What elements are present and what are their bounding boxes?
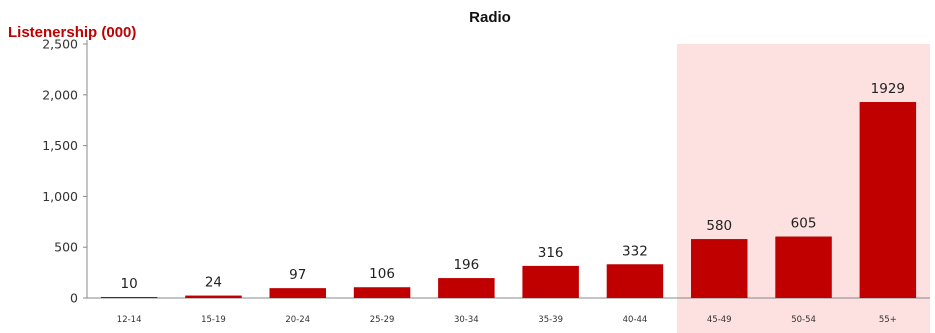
y-tick-label: 1,000 xyxy=(42,189,78,204)
chart-title: Radio xyxy=(469,9,511,26)
x-tick-label: 15-19 xyxy=(201,315,226,325)
bar-layer xyxy=(100,102,917,298)
x-tick-label: 35-39 xyxy=(538,315,563,325)
data-label: 106 xyxy=(369,266,395,282)
bar-35-39 xyxy=(522,265,579,298)
data-label: 24 xyxy=(205,275,222,291)
bar-50-54 xyxy=(775,236,832,298)
y-tick-label: 0 xyxy=(70,291,78,306)
bar-40-44 xyxy=(606,264,664,298)
data-label: 580 xyxy=(706,218,732,234)
data-label: 605 xyxy=(791,216,817,232)
x-tick-label: 40-44 xyxy=(623,315,648,325)
x-tick-label: 50-54 xyxy=(791,315,816,325)
data-label: 97 xyxy=(289,267,306,283)
bar-12-14 xyxy=(100,296,158,298)
y-tick-label: 2,000 xyxy=(42,87,78,102)
bar-20-24 xyxy=(269,288,326,298)
x-tick-label: 25-29 xyxy=(370,315,395,325)
data-label: 10 xyxy=(121,276,138,292)
y-tick-label: 2,500 xyxy=(42,37,78,52)
y-axis-label: Listenership (000) xyxy=(8,24,136,41)
axis-layer: 0 500 1,000 1,500 2,000 2,500 12-14 15-19 20-24 2… xyxy=(42,37,930,325)
data-label: 196 xyxy=(453,257,479,273)
bar-25-29 xyxy=(353,287,411,298)
bar-55+ xyxy=(859,102,917,298)
y-tick-label: 1,500 xyxy=(42,138,78,153)
bar-45-49 xyxy=(691,239,748,298)
data-label-layer: 10 24 97 106 196 316 332 580 605 1929 xyxy=(121,81,905,292)
bar-30-34 xyxy=(438,278,495,298)
y-tick-label: 500 xyxy=(54,240,78,255)
x-tick-label: 45-49 xyxy=(707,315,732,325)
bar-15-19 xyxy=(185,295,242,298)
x-tick-label: 20-24 xyxy=(285,315,310,325)
x-tick-label: 30-34 xyxy=(454,315,479,325)
data-label: 1929 xyxy=(871,81,905,97)
x-tick-label: 12-14 xyxy=(117,315,142,325)
x-tick-label: 55+ xyxy=(879,315,897,325)
data-label: 316 xyxy=(538,245,564,261)
data-label: 332 xyxy=(622,243,648,259)
